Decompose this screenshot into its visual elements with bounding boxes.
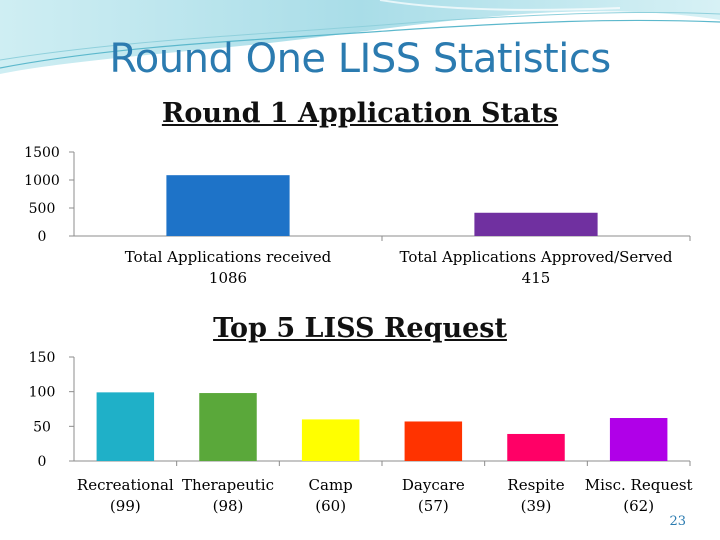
category-value-label: (39) <box>521 497 552 515</box>
y-tick-label: 150 <box>29 350 56 366</box>
chart-1-title: Round 1 Application Stats <box>161 98 559 129</box>
bar-1 <box>166 175 290 236</box>
y-tick-label: 50 <box>33 419 51 435</box>
bar-4 <box>404 421 463 461</box>
bar-2 <box>199 393 257 461</box>
y-tick-label: 1000 <box>24 173 60 189</box>
category-value-label: (57) <box>418 497 449 515</box>
chart-2-title: Top 5 LISS Request <box>213 313 507 344</box>
category-value-label: (62) <box>623 497 654 515</box>
bar-6 <box>609 418 668 461</box>
y-tick-label: 0 <box>38 229 47 245</box>
category-value-label: 1086 <box>209 269 247 287</box>
y-tick-label: 1500 <box>24 145 60 161</box>
category-value-label: (98) <box>213 497 244 515</box>
category-value-label: (99) <box>110 497 141 515</box>
category-label: Therapeutic <box>182 476 274 494</box>
category-label: Respite <box>507 476 564 494</box>
category-label: Recreational <box>77 476 174 494</box>
category-label: Daycare <box>402 476 465 494</box>
category-value-label: (60) <box>315 497 346 515</box>
y-tick-label: 100 <box>29 385 56 401</box>
bar-3 <box>301 419 360 461</box>
category-label: Misc. Request <box>585 476 693 494</box>
category-label: Camp <box>309 476 353 494</box>
bar-1 <box>96 392 155 461</box>
slide-title: Round One LISS Statistics <box>109 36 611 82</box>
y-tick-label: 0 <box>38 454 47 470</box>
decorative-swoosh <box>0 0 720 74</box>
category-value-label: 415 <box>522 269 551 287</box>
category-label: Total Applications received <box>125 248 332 266</box>
bar-2 <box>474 212 598 236</box>
page-number: 23 <box>669 514 686 529</box>
bar-5 <box>507 433 565 461</box>
category-label: Total Applications Approved/Served <box>400 248 673 266</box>
y-tick-label: 500 <box>29 201 56 217</box>
